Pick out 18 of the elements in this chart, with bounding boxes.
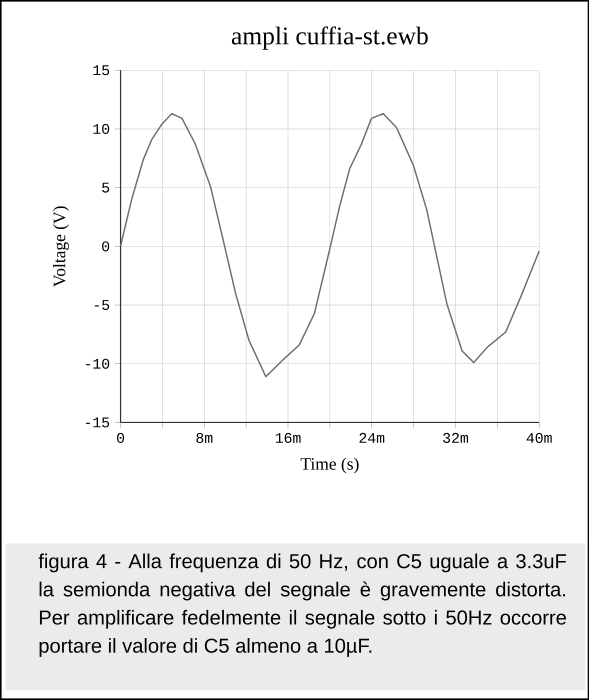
line-series: [120, 112, 540, 378]
y-tick-label: -10: [86, 358, 110, 369]
y-tick-label: -15: [86, 418, 109, 428]
text: figura 4 - Alla frequenza di 50 Hz, con C5 uguale a 3.3uF la semionda negativa del segnale è gravemente distorta. Per amplificare fedelmente il segnale sotto i 50Hz occorre portare il valore di C5 almeno a 10µF.: [38, 554, 566, 657]
x-tick-label: 8m: [196, 432, 212, 443]
y-tick-label: -5: [94, 300, 109, 310]
x-axis-title: Time (s): [300, 458, 358, 474]
y-axis-title: Voltage (V): [52, 206, 69, 287]
x-tick-label: 32m: [442, 432, 468, 443]
y-tick-label: 0: [102, 241, 110, 252]
y-tick-label: 15: [93, 65, 109, 76]
x-tick-label: 40m: [526, 432, 552, 443]
y-tick-label: 5: [102, 182, 110, 193]
y-tick-label: 10: [93, 124, 110, 134]
x-tick-label: 0: [116, 432, 124, 443]
x-tick-label: 24m: [359, 432, 384, 443]
chart-title: ampli cuffia-st.ewb: [232, 26, 428, 50]
x-tick-label: 16m: [276, 432, 300, 443]
